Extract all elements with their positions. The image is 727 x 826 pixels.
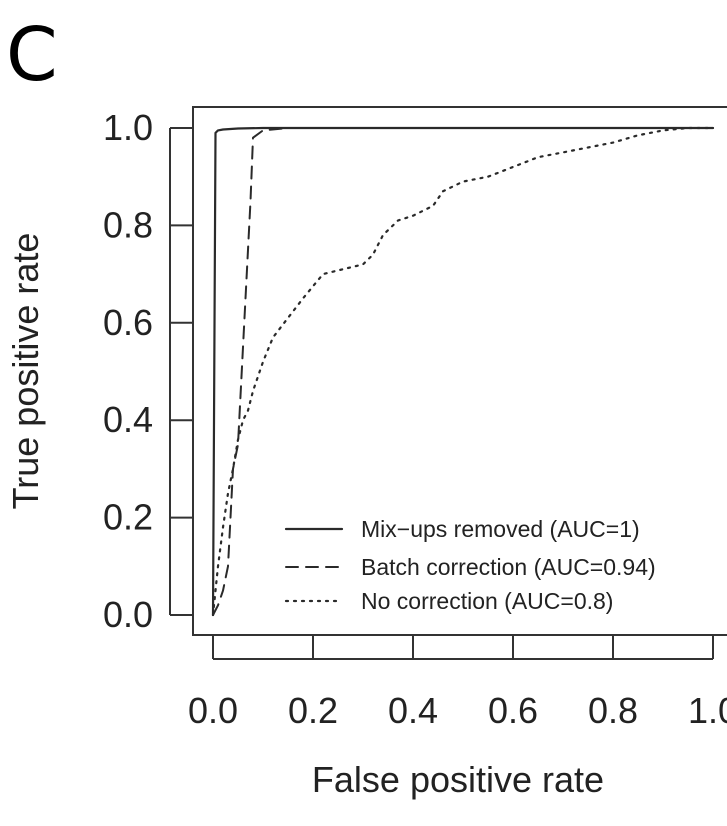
plot-frame [192, 106, 727, 636]
x-tick-label: 0.6 [488, 690, 538, 731]
panel-label: C [6, 12, 58, 98]
legend-label-3: No correction (AUC=0.8) [361, 588, 613, 614]
legend: Mix−ups removed (AUC=1) Batch correction … [284, 516, 656, 614]
y-tick-label: 0.4 [103, 399, 153, 440]
y-tick-label: 0.6 [103, 302, 153, 343]
x-axis: 0.0 0.2 0.4 0.6 0.8 1.0 [188, 635, 727, 731]
y-axis: 0.0 0.2 0.4 0.6 0.8 1.0 [103, 107, 193, 635]
x-tick-label: 0.4 [388, 690, 438, 731]
y-tick-label: 0.0 [103, 594, 153, 635]
series-line-2 [212, 127, 714, 616]
x-tick-label: 0.0 [188, 690, 238, 731]
x-tick-label: 1.0 [688, 690, 727, 731]
y-tick-label: 0.2 [103, 497, 153, 538]
series-layer [211, 126, 715, 617]
series-line-3 [211, 126, 715, 617]
x-tick-label: 0.2 [288, 690, 338, 731]
legend-label-1: Mix−ups removed (AUC=1) [361, 516, 640, 542]
x-axis-title: False positive rate [312, 759, 604, 800]
legend-label-2: Batch correction (AUC=0.94) [361, 554, 656, 580]
y-axis-title: True positive rate [5, 233, 46, 510]
y-tick-label: 0.8 [103, 204, 153, 245]
x-tick-label: 0.8 [588, 690, 638, 731]
series-line-1 [211, 126, 715, 617]
y-tick-label: 1.0 [103, 107, 153, 148]
